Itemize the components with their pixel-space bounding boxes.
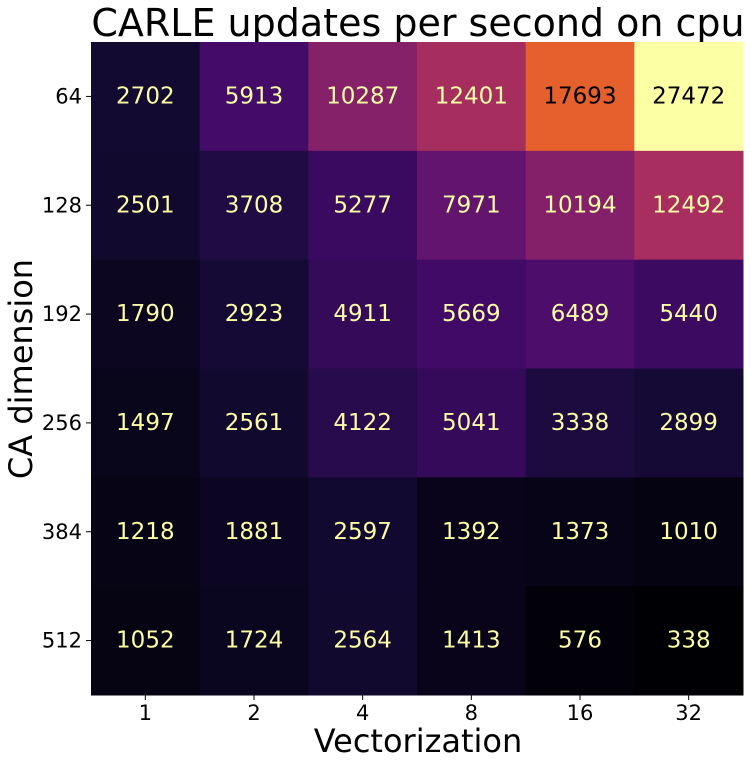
heatmap-cell-r5-c5 <box>634 586 744 696</box>
cell-value-label-r4-c0: 1218 <box>116 519 175 545</box>
cell-value-label-r0-c4: 17693 <box>543 83 616 109</box>
heatmap-cell-r0-c2 <box>308 42 418 152</box>
cell-value-label-r4-c5: 1010 <box>659 519 718 545</box>
heatmap-cell-r2-c3 <box>417 259 527 369</box>
cell-value-label-r0-c0: 2702 <box>116 83 175 109</box>
cell-value-label-r0-c3: 12401 <box>435 83 508 109</box>
heatmap-cells <box>91 42 744 696</box>
heatmap-cell-r1-c3 <box>417 150 527 261</box>
cell-value-label-r1-c1: 3708 <box>225 192 284 218</box>
y-tick-label-2: 192 <box>42 302 82 326</box>
heatmap-cell-r3-c1 <box>199 368 309 478</box>
heatmap-cell-r1-c4 <box>525 150 635 261</box>
heatmap-cell-r2-c0 <box>91 259 201 369</box>
heatmap-cell-r5-c0 <box>91 586 201 696</box>
heatmap-cell-r4-c0 <box>91 477 201 587</box>
heatmap-cell-r4-c2 <box>308 477 418 587</box>
heatmap-cell-r5-c2 <box>308 586 418 696</box>
heatmap-cell-labels: 2702 5913 10287 12401 17693 27472 2501 3708 5277… <box>116 83 725 653</box>
heatmap-cell-r2-c5 <box>634 259 744 369</box>
cell-value-label-r1-c3: 7971 <box>442 192 501 218</box>
heatmap-cell-r1-c5 <box>634 150 744 261</box>
y-tick-label-4: 384 <box>42 520 82 544</box>
heatmap-cell-r1-c1 <box>199 150 309 261</box>
cell-value-label-r5-c4: 576 <box>558 628 602 654</box>
y-tick-label-1: 128 <box>42 193 82 217</box>
heatmap-cell-r1-c0 <box>91 150 201 261</box>
cell-value-label-r3-c1: 2561 <box>225 410 284 436</box>
heatmap-cell-r3-c5 <box>634 368 744 478</box>
cell-value-label-r4-c3: 1392 <box>442 519 501 545</box>
cell-value-label-r2-c2: 4911 <box>333 301 392 327</box>
y-tick-label-0: 64 <box>55 84 82 108</box>
cell-value-label-r0-c5: 27472 <box>652 83 725 109</box>
cell-value-label-r3-c0: 1497 <box>116 410 175 436</box>
x-tick-label-1: 2 <box>247 701 260 725</box>
heatmap-cell-r5-c1 <box>199 586 309 696</box>
cell-value-label-r1-c4: 10194 <box>543 192 616 218</box>
heatmap-cell-r2-c4 <box>525 259 635 369</box>
cell-value-label-r5-c2: 2564 <box>333 628 392 654</box>
x-tick-label-4: 16 <box>567 701 594 725</box>
x-tick-label-2: 4 <box>356 701 369 725</box>
heatmap-cell-r3-c4 <box>525 368 635 478</box>
heatmap-cell-r0-c0 <box>91 42 201 152</box>
heatmap-cell-r4-c1 <box>199 477 309 587</box>
heatmap-cell-r0-c1 <box>199 42 309 152</box>
heatmap-cell-r2-c1 <box>199 259 309 369</box>
cell-value-label-r5-c0: 1052 <box>116 628 175 654</box>
heatmap-cell-r2-c2 <box>308 259 418 369</box>
heatmap-cell-r3-c0 <box>91 368 201 478</box>
cell-value-label-r2-c3: 5669 <box>442 301 501 327</box>
cell-value-label-r3-c3: 5041 <box>442 410 501 436</box>
cell-value-label-r3-c4: 3338 <box>551 410 610 436</box>
cell-value-label-r0-c2: 10287 <box>326 83 399 109</box>
cell-value-label-r2-c0: 1790 <box>116 301 175 327</box>
heatmap-cell-r4-c3 <box>417 477 527 587</box>
cell-value-label-r5-c5: 338 <box>667 628 711 654</box>
x-axis-ticks: 1 2 4 8 16 32 <box>139 695 702 725</box>
heatmap-cell-r3-c2 <box>308 368 418 478</box>
y-tick-label-5: 512 <box>42 629 82 653</box>
chart-title: CARLE updates per second on cpu <box>91 1 744 45</box>
heatmap-cell-r0-c4 <box>525 42 635 152</box>
cell-value-label-r1-c2: 5277 <box>333 192 392 218</box>
x-tick-label-0: 1 <box>139 701 152 725</box>
cell-value-label-r4-c1: 1881 <box>225 519 284 545</box>
cell-value-label-r2-c1: 2923 <box>225 301 284 327</box>
heatmap-cell-r0-c3 <box>417 42 527 152</box>
cell-value-label-r2-c4: 6489 <box>551 301 610 327</box>
cell-value-label-r1-c5: 12492 <box>652 192 725 218</box>
cell-value-label-r4-c2: 2597 <box>333 519 392 545</box>
y-axis-label: CA dimension <box>2 259 40 479</box>
y-tick-label-3: 256 <box>42 411 82 435</box>
heatmap-cell-r4-c5 <box>634 477 744 587</box>
heatmap-cell-r0-c5 <box>634 42 744 152</box>
cell-value-label-r3-c2: 4122 <box>333 410 392 436</box>
heatmap-cell-r5-c3 <box>417 586 527 696</box>
cell-value-label-r4-c4: 1373 <box>551 519 610 545</box>
heatmap-cell-r3-c3 <box>417 368 527 478</box>
heatmap-cell-r4-c4 <box>525 477 635 587</box>
cell-value-label-r5-c1: 1724 <box>225 628 284 654</box>
y-axis-ticks: 64 128 192 256 384 512 <box>42 84 91 653</box>
cell-value-label-r0-c1: 5913 <box>225 83 284 109</box>
cell-value-label-r3-c5: 2899 <box>659 410 718 436</box>
heatmap-cell-r1-c2 <box>308 150 418 261</box>
cell-value-label-r2-c5: 5440 <box>659 301 718 327</box>
cell-value-label-r5-c3: 1413 <box>442 628 501 654</box>
cell-value-label-r1-c0: 2501 <box>116 192 175 218</box>
x-tick-label-3: 8 <box>465 701 478 725</box>
heatmap-cell-r5-c4 <box>525 586 635 696</box>
x-tick-label-5: 32 <box>675 701 702 725</box>
x-axis-label: Vectorization <box>314 722 523 760</box>
